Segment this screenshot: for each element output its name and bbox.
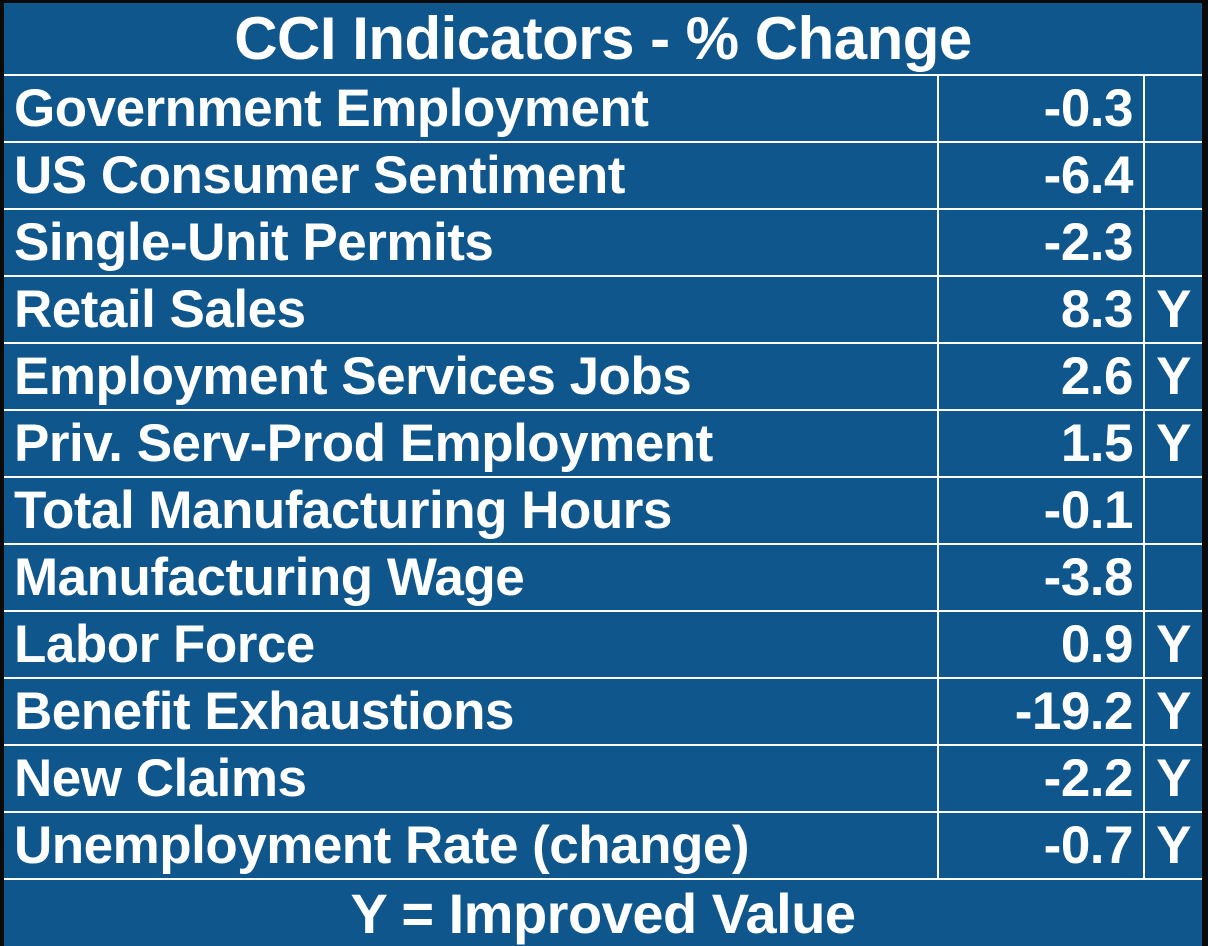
row-value-labor-force: 0.9 xyxy=(939,612,1143,677)
row-value-priv-serv-prod-employment: 1.5 xyxy=(939,411,1143,476)
row-value-employment-services-jobs: 2.6 xyxy=(939,344,1143,409)
row-flag-employment-services-jobs: Y xyxy=(1145,344,1202,409)
table-title: CCI Indicators - % Change xyxy=(4,3,1202,74)
row-label-single-unit-permits: Single-Unit Permits xyxy=(4,210,937,275)
row-flag-labor-force: Y xyxy=(1145,612,1202,677)
row-flag-priv-serv-prod-employment: Y xyxy=(1145,411,1202,476)
row-value-single-unit-permits: -2.3 xyxy=(939,210,1143,275)
row-label-new-claims: New Claims xyxy=(4,746,937,811)
row-value-us-consumer-sentiment: -6.4 xyxy=(939,143,1143,208)
row-flag-us-consumer-sentiment xyxy=(1145,143,1202,208)
row-value-retail-sales: 8.3 xyxy=(939,277,1143,342)
row-flag-total-manufacturing-hours xyxy=(1145,478,1202,543)
row-label-government-employment: Government Employment xyxy=(4,76,937,141)
row-flag-government-employment xyxy=(1145,76,1202,141)
row-value-new-claims: -2.2 xyxy=(939,746,1143,811)
row-label-priv-serv-prod-employment: Priv. Serv-Prod Employment xyxy=(4,411,937,476)
row-label-manufacturing-wage: Manufacturing Wage xyxy=(4,545,937,610)
table-footer-legend: Y = Improved Value xyxy=(4,880,1202,946)
row-label-us-consumer-sentiment: US Consumer Sentiment xyxy=(4,143,937,208)
row-label-labor-force: Labor Force xyxy=(4,612,937,677)
row-label-employment-services-jobs: Employment Services Jobs xyxy=(4,344,937,409)
row-flag-single-unit-permits xyxy=(1145,210,1202,275)
row-label-benefit-exhaustions: Benefit Exhaustions xyxy=(4,679,937,744)
row-label-unemployment-rate-change: Unemployment Rate (change) xyxy=(4,813,937,878)
row-value-government-employment: -0.3 xyxy=(939,76,1143,141)
row-flag-unemployment-rate-change: Y xyxy=(1145,813,1202,878)
row-label-total-manufacturing-hours: Total Manufacturing Hours xyxy=(4,478,937,543)
row-value-unemployment-rate-change: -0.7 xyxy=(939,813,1143,878)
row-flag-retail-sales: Y xyxy=(1145,277,1202,342)
row-value-benefit-exhaustions: -19.2 xyxy=(939,679,1143,744)
row-value-total-manufacturing-hours: -0.1 xyxy=(939,478,1143,543)
row-flag-manufacturing-wage xyxy=(1145,545,1202,610)
row-value-manufacturing-wage: -3.8 xyxy=(939,545,1143,610)
row-flag-benefit-exhaustions: Y xyxy=(1145,679,1202,744)
row-label-retail-sales: Retail Sales xyxy=(4,277,937,342)
row-flag-new-claims: Y xyxy=(1145,746,1202,811)
